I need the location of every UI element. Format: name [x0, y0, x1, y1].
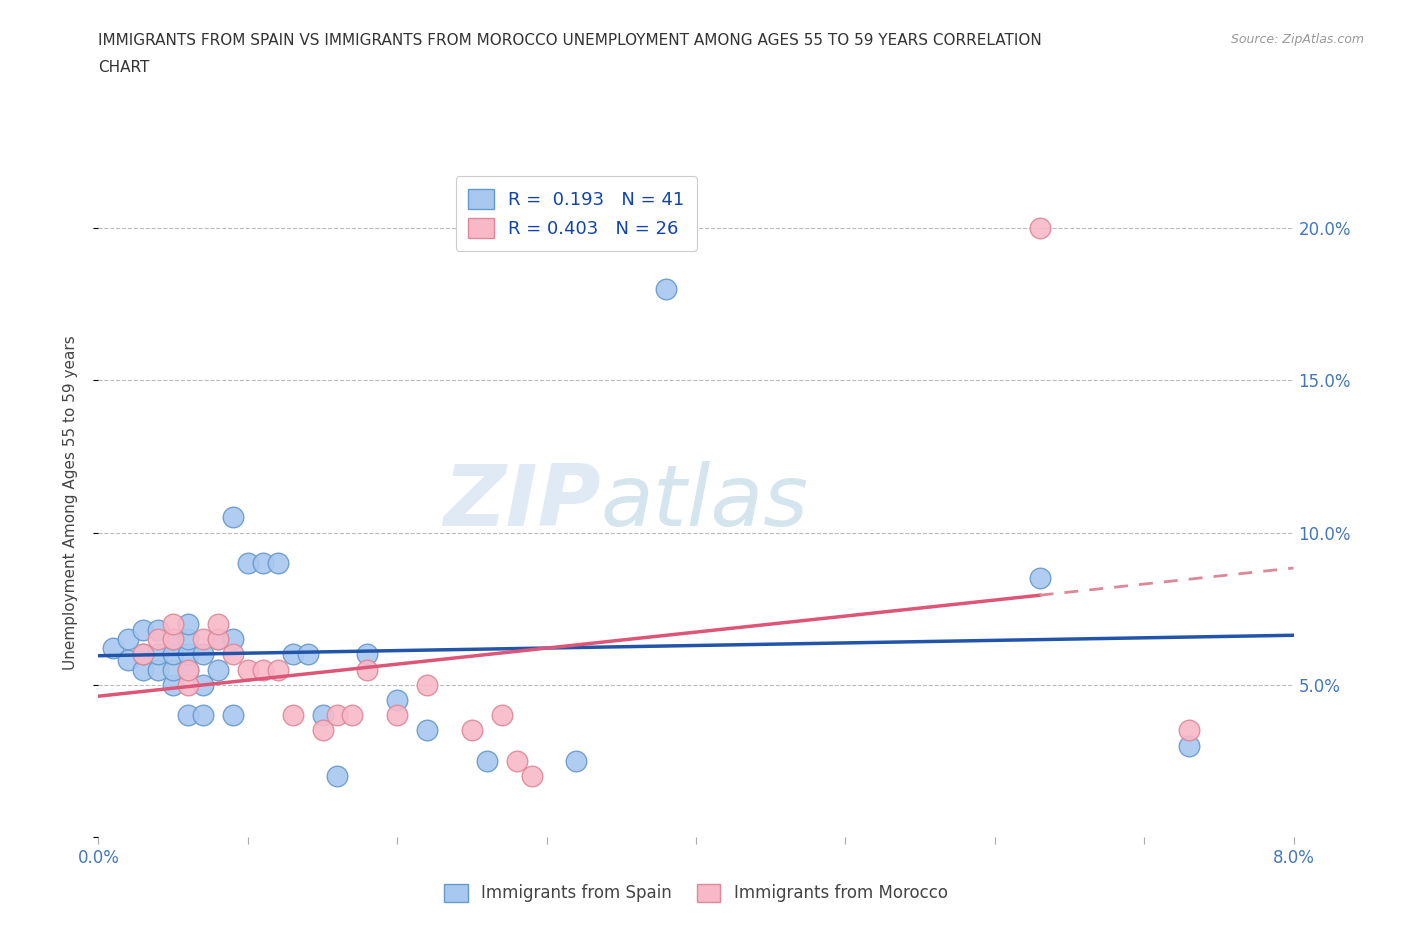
Point: [461, 723, 484, 737]
Point: [148, 631, 170, 646]
Point: [177, 662, 200, 677]
Point: [222, 708, 245, 723]
Point: [132, 647, 155, 662]
Point: [132, 662, 155, 677]
Text: Source: ZipAtlas.com: Source: ZipAtlas.com: [1230, 33, 1364, 46]
Point: [191, 631, 214, 646]
Point: [207, 631, 229, 646]
Point: [342, 708, 364, 723]
Point: [162, 677, 184, 692]
Point: [148, 662, 170, 677]
Point: [191, 647, 214, 662]
Point: [520, 769, 543, 784]
Point: [207, 617, 229, 631]
Point: [117, 631, 139, 646]
Point: [311, 723, 333, 737]
Point: [416, 723, 439, 737]
Point: [177, 631, 200, 646]
Point: [565, 753, 588, 768]
Point: [356, 662, 378, 677]
Point: [475, 753, 498, 768]
Point: [148, 622, 170, 637]
Point: [132, 647, 155, 662]
Point: [162, 617, 184, 631]
Point: [267, 555, 290, 570]
Point: [655, 282, 678, 297]
Point: [207, 631, 229, 646]
Point: [506, 753, 529, 768]
Point: [326, 769, 349, 784]
Point: [177, 677, 200, 692]
Point: [222, 631, 245, 646]
Point: [385, 708, 409, 723]
Point: [491, 708, 513, 723]
Text: IMMIGRANTS FROM SPAIN VS IMMIGRANTS FROM MOROCCO UNEMPLOYMENT AMONG AGES 55 TO 5: IMMIGRANTS FROM SPAIN VS IMMIGRANTS FROM…: [98, 33, 1042, 47]
Point: [297, 647, 319, 662]
Point: [326, 708, 349, 723]
Point: [162, 631, 184, 646]
Point: [177, 617, 200, 631]
Point: [103, 641, 125, 656]
Point: [191, 677, 214, 692]
Point: [117, 653, 139, 668]
Point: [236, 662, 259, 677]
Point: [1028, 220, 1050, 235]
Point: [148, 647, 170, 662]
Point: [236, 555, 259, 570]
Y-axis label: Unemployment Among Ages 55 to 59 years: Unemployment Among Ages 55 to 59 years: [63, 335, 77, 670]
Point: [177, 647, 200, 662]
Point: [162, 647, 184, 662]
Point: [1178, 738, 1201, 753]
Point: [281, 647, 304, 662]
Point: [385, 693, 409, 708]
Text: CHART: CHART: [98, 60, 150, 75]
Point: [132, 622, 155, 637]
Text: atlas: atlas: [600, 460, 808, 544]
Point: [267, 662, 290, 677]
Legend: Immigrants from Spain, Immigrants from Morocco: Immigrants from Spain, Immigrants from M…: [437, 877, 955, 909]
Point: [162, 631, 184, 646]
Point: [281, 708, 304, 723]
Text: ZIP: ZIP: [443, 460, 600, 544]
Point: [311, 708, 333, 723]
Point: [1028, 571, 1050, 586]
Point: [356, 647, 378, 662]
Point: [222, 647, 245, 662]
Point: [252, 555, 274, 570]
Point: [222, 510, 245, 525]
Point: [252, 662, 274, 677]
Point: [191, 708, 214, 723]
Point: [177, 662, 200, 677]
Point: [177, 708, 200, 723]
Point: [416, 677, 439, 692]
Point: [1178, 723, 1201, 737]
Point: [207, 662, 229, 677]
Point: [162, 662, 184, 677]
